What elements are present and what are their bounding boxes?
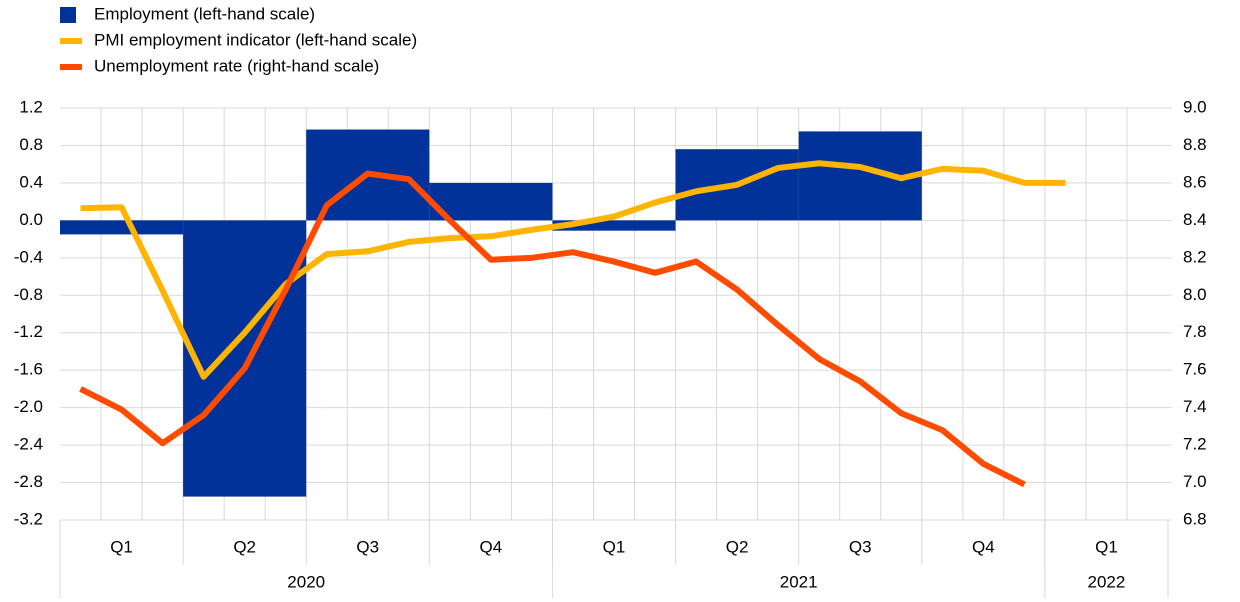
y-tick-label: 0.4 (19, 172, 43, 191)
y2-tick-label: 8.8 (1183, 135, 1207, 154)
x-tick-label: Q2 (233, 537, 256, 556)
x-tick-label: Q1 (110, 537, 133, 556)
line (79, 170, 1026, 488)
y-tick-label: -1.2 (14, 322, 43, 341)
bar (60, 220, 184, 235)
bar (183, 220, 307, 497)
y2-tick-label: 8.2 (1183, 247, 1207, 266)
x-tick-label: Q4 (480, 537, 503, 556)
y-tick-label: -2.8 (14, 472, 43, 491)
legend-swatch (60, 7, 76, 23)
y-tick-label: 0.8 (19, 135, 43, 154)
y-tick-label: 0.0 (19, 210, 43, 229)
legend-label: Unemployment rate (right-hand scale) (94, 56, 379, 75)
y-tick-label: -3.2 (14, 509, 43, 528)
y2-tick-label: 9.0 (1183, 97, 1207, 116)
legend-label: Employment (left-hand scale) (94, 4, 315, 23)
x-year-label: 2020 (287, 572, 325, 591)
y2-tick-label: 6.8 (1183, 509, 1207, 528)
x-year-label: 2021 (780, 572, 818, 591)
y-tick-label: 1.2 (19, 97, 43, 116)
y2-tick-label: 7.4 (1183, 397, 1207, 416)
y-tick-label: -1.6 (14, 360, 43, 379)
x-tick-label: Q3 (849, 537, 872, 556)
bar (429, 182, 553, 221)
y2-tick-label: 7.8 (1183, 322, 1207, 341)
y2-tick-label: 8.4 (1183, 210, 1207, 229)
y-tick-label: -2.4 (14, 435, 43, 454)
y-tick-label: -0.8 (14, 285, 43, 304)
y-tick-label: -2.0 (14, 397, 43, 416)
x-tick-label: Q2 (726, 537, 749, 556)
y2-tick-label: 8.0 (1183, 285, 1207, 304)
x-tick-label: Q3 (356, 537, 379, 556)
line (80, 160, 1066, 380)
y2-tick-label: 7.6 (1183, 360, 1207, 379)
x-tick-label: Q4 (972, 537, 995, 556)
y2-tick-label: 7.2 (1183, 435, 1207, 454)
y2-tick-label: 8.6 (1183, 172, 1207, 191)
y-tick-label: -0.4 (14, 247, 43, 266)
x-year-label: 2022 (1088, 572, 1126, 591)
legend-label: PMI employment indicator (left-hand scal… (94, 30, 417, 49)
y2-tick-label: 7.0 (1183, 472, 1207, 491)
x-tick-label: Q1 (603, 537, 626, 556)
bar (552, 220, 676, 231)
x-tick-label: Q1 (1095, 537, 1118, 556)
